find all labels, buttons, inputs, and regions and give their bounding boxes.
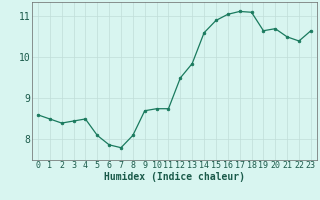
X-axis label: Humidex (Indice chaleur): Humidex (Indice chaleur): [104, 172, 245, 182]
